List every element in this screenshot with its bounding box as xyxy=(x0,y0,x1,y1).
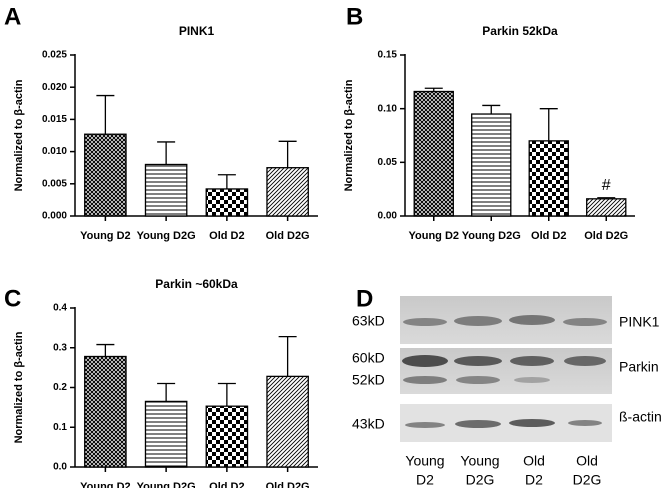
y-axis-label: Normalized to β-actin xyxy=(343,79,355,191)
panel-letter: B xyxy=(346,3,363,30)
band-size: 60kD xyxy=(352,350,385,366)
x-tick-label: Young D2 xyxy=(80,230,131,242)
lane-label: Young xyxy=(405,453,444,469)
y-tick-label: 0.4 xyxy=(53,303,67,314)
blot-bands xyxy=(402,315,607,428)
chart-title: Parkin ~60kDa xyxy=(155,277,238,291)
y-tick-label: 0.015 xyxy=(42,114,67,125)
y-tick-label: 0.010 xyxy=(42,146,67,157)
x-tick-label: Young D2 xyxy=(408,230,459,242)
bar xyxy=(144,163,188,217)
y-tick-label: 0.020 xyxy=(42,82,67,93)
error-bar xyxy=(217,174,236,189)
bar xyxy=(586,198,627,217)
error-bar xyxy=(539,108,558,141)
blot-strip xyxy=(400,348,612,394)
bar xyxy=(266,167,309,217)
band-size: 43kD xyxy=(352,416,385,432)
lane-label: Old xyxy=(523,453,545,469)
x-tick-label: Old D2G xyxy=(266,481,310,488)
bar xyxy=(205,188,249,217)
x-tick-label: Old D2 xyxy=(531,230,566,242)
chart-title: Parkin 52kDa xyxy=(482,24,558,38)
x-tick-label: Old D2G xyxy=(266,230,310,242)
error-bar xyxy=(157,382,176,402)
lane-label: D2G xyxy=(466,472,495,488)
protein-label: Parkin xyxy=(619,359,659,375)
error-bar xyxy=(482,104,501,115)
x-tick-label: Young D2 xyxy=(80,481,131,488)
y-tick-label: 0.0 xyxy=(53,462,67,473)
protein-label: ß-actin xyxy=(619,409,662,425)
lane-label: Young xyxy=(460,453,499,469)
panel-letter: A xyxy=(4,3,21,30)
error-bar xyxy=(278,335,297,377)
bar xyxy=(144,400,188,468)
y-tick-label: 0.2 xyxy=(53,382,67,393)
x-tick-label: Young D2G xyxy=(462,230,521,242)
x-tick-label: Old D2 xyxy=(209,230,244,242)
panel-letter: D xyxy=(356,285,373,312)
protein-label: PINK1 xyxy=(619,314,660,330)
error-bar xyxy=(424,87,443,92)
error-bar xyxy=(217,382,236,407)
annotation: # xyxy=(602,177,611,194)
bar xyxy=(266,375,309,468)
y-axis-label: Normalized to β-actin xyxy=(13,331,25,443)
bar xyxy=(205,405,249,468)
bar xyxy=(84,355,127,468)
bar xyxy=(413,90,454,217)
y-tick-label: 0.00 xyxy=(378,211,398,222)
x-tick-label: Young D2G xyxy=(137,230,196,242)
y-tick-label: 0.15 xyxy=(378,50,398,61)
y-tick-label: 0.005 xyxy=(42,178,67,189)
error-bar xyxy=(597,197,616,199)
y-tick-label: 0.10 xyxy=(378,103,398,114)
lane-label: D2G xyxy=(573,472,602,488)
y-tick-label: 0.000 xyxy=(42,211,67,222)
error-bar xyxy=(278,140,297,168)
error-bar xyxy=(96,94,115,135)
y-tick-label: 0.05 xyxy=(378,157,398,168)
band-size: 52kD xyxy=(352,372,385,388)
lane-label: D2 xyxy=(416,472,434,488)
bar xyxy=(471,113,512,217)
error-bar xyxy=(96,343,115,357)
error-bar xyxy=(157,141,176,165)
bar xyxy=(528,140,569,217)
lane-label: D2 xyxy=(525,472,543,488)
lane-label: Old xyxy=(576,453,598,469)
x-tick-label: Old D2 xyxy=(209,481,244,488)
band-size: 63kD xyxy=(352,313,385,329)
y-tick-label: 0.1 xyxy=(53,422,67,433)
panel-letter: C xyxy=(4,285,21,312)
x-tick-label: Young D2G xyxy=(137,481,196,488)
y-axis-label: Normalized to β-actin xyxy=(13,79,25,191)
y-tick-label: 0.025 xyxy=(42,50,67,61)
chart-title: PINK1 xyxy=(179,24,215,38)
x-tick-label: Old D2G xyxy=(584,230,628,242)
bar xyxy=(84,133,127,217)
y-tick-label: 0.3 xyxy=(53,342,67,353)
